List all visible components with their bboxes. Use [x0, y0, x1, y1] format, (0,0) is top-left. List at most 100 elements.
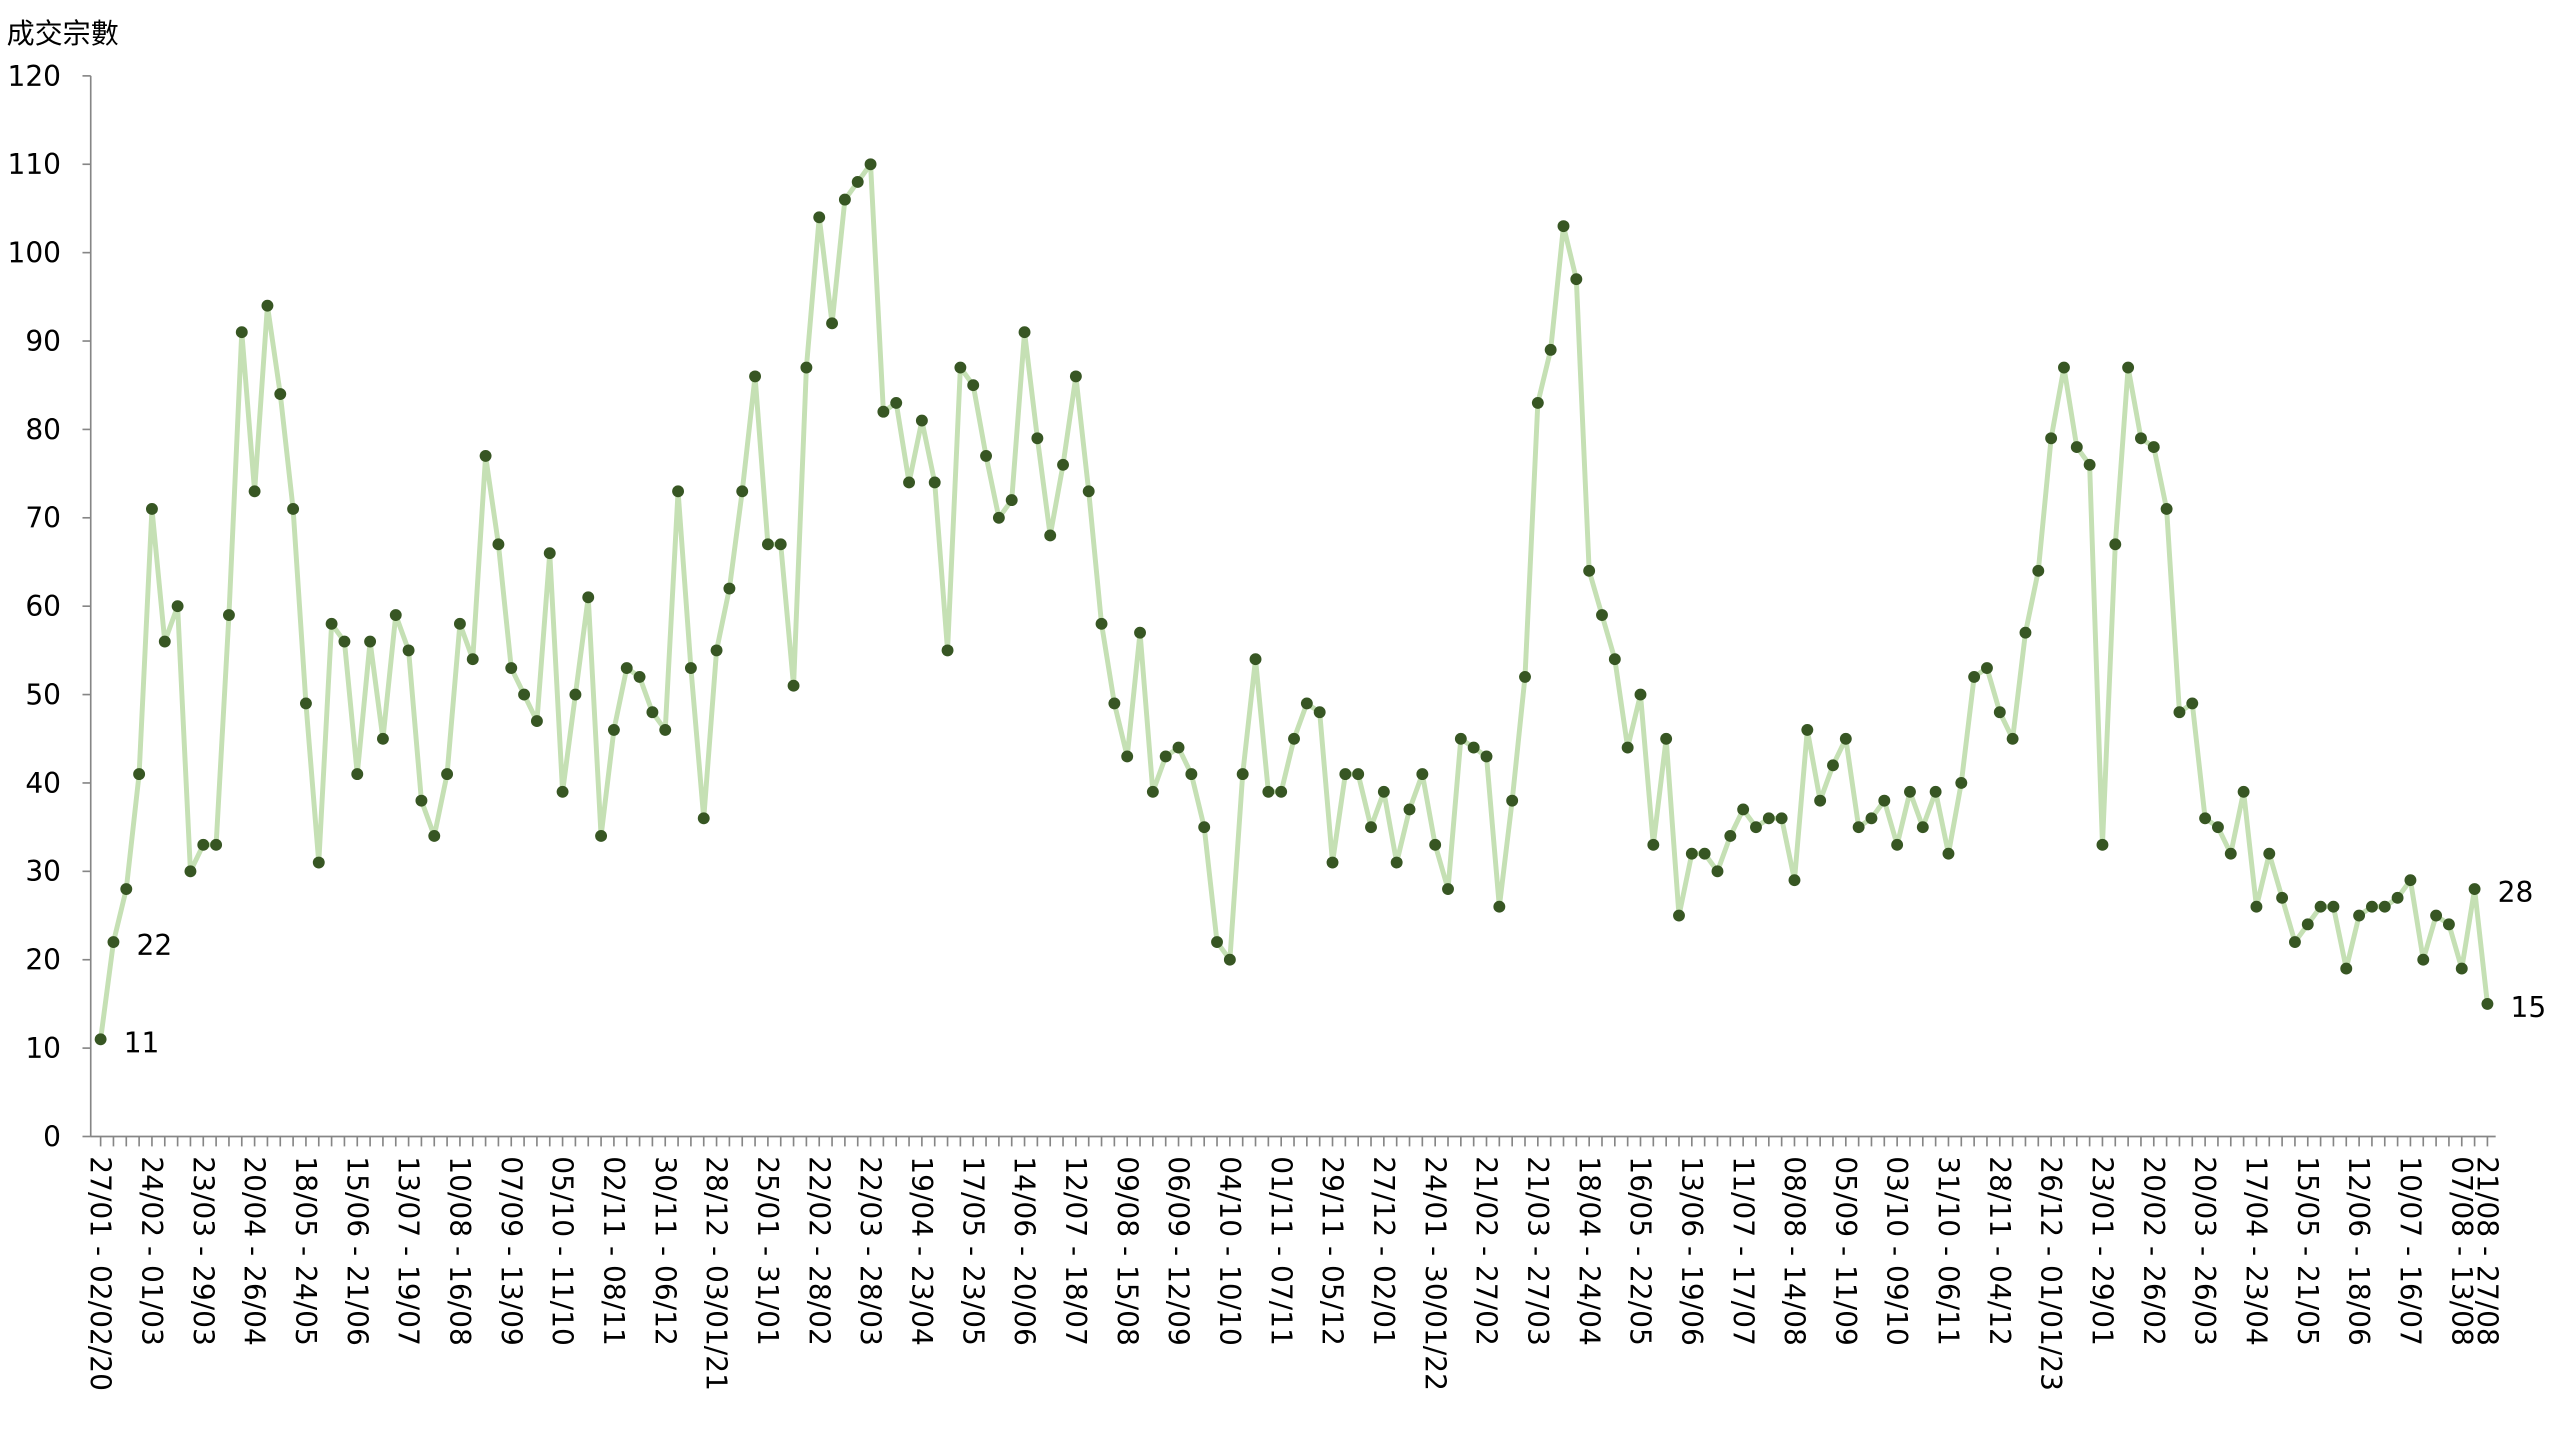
data-point: [543, 547, 556, 560]
data-point: [1904, 785, 1916, 798]
x-tick-label: 28/12 - 03/01/21: [700, 1156, 733, 1391]
data-point: [851, 176, 864, 188]
x-tick-label: 07/09 - 13/09: [494, 1156, 527, 1346]
data-point: [364, 635, 377, 648]
data-point: [1300, 697, 1313, 710]
data-point: [2430, 909, 2443, 922]
data-point: [1827, 759, 1839, 772]
x-tick-label: 04/10 - 10/10: [1213, 1156, 1246, 1346]
data-point: [1262, 785, 1275, 798]
y-tick-label: 120: [8, 60, 62, 93]
data-point: [2263, 847, 2276, 860]
x-tick-label: 18/05 - 24/05: [289, 1156, 322, 1346]
data-point: [1583, 564, 1596, 577]
data-point: [826, 317, 838, 330]
data-point: [287, 503, 300, 515]
y-tick-label: 70: [25, 502, 61, 535]
data-point: [2301, 918, 2314, 931]
data-point: [980, 449, 992, 462]
data-point: [2135, 432, 2147, 445]
data-point: [1647, 838, 1660, 851]
data-point: [1031, 432, 1044, 445]
data-point: [338, 635, 351, 648]
data-point: [2173, 706, 2186, 719]
y-tick-label: 20: [25, 944, 61, 977]
x-tick-label: 27/01 - 02/02/20: [84, 1156, 117, 1391]
data-point: [967, 379, 980, 392]
data-point: [582, 591, 595, 604]
data-point: [1762, 812, 1775, 825]
data-point: [1801, 723, 1814, 736]
data-point: [1519, 670, 1531, 683]
x-tick-label: 28/11 - 04/12: [1983, 1156, 2016, 1346]
data-point: [1660, 732, 1673, 745]
x-tick-label: 07/08 - 13/08: [2445, 1156, 2478, 1346]
x-tick-label: 17/04 - 23/04: [2240, 1156, 2273, 1346]
data-point: [1198, 821, 1211, 834]
x-tick-label: 13/06 - 19/06: [1675, 1156, 1708, 1346]
data-point: [1416, 768, 1429, 781]
data-point: [1737, 803, 1750, 816]
data-point: [1121, 750, 1134, 763]
data-point: [2032, 564, 2045, 577]
data-point: [1480, 750, 1493, 763]
x-tick-label: 23/01 - 29/01: [2086, 1156, 2119, 1346]
data-point: [890, 396, 903, 409]
data-point: [1069, 370, 1082, 383]
data-point: [2289, 936, 2301, 948]
data-point: [1993, 706, 2006, 719]
data-point: [607, 723, 620, 736]
x-tick-label: 24/02 - 01/03: [135, 1156, 168, 1346]
data-point: [1916, 821, 1929, 834]
x-tick-label: 15/06 - 21/06: [340, 1156, 373, 1346]
data-point: [672, 485, 685, 498]
data-point: [1814, 794, 1827, 807]
data-point: [1185, 768, 1198, 781]
data-point: [2353, 909, 2366, 922]
x-tick-label: 12/06 - 18/06: [2342, 1156, 2375, 1346]
data-point: [1352, 768, 1365, 781]
x-tick-label: 02/11 - 08/11: [597, 1156, 630, 1346]
x-tick-label: 21/03 - 27/03: [1521, 1156, 1554, 1346]
data-point: [697, 812, 710, 825]
data-point: [299, 697, 312, 710]
data-point: [1968, 670, 1981, 683]
data-point: [325, 617, 338, 630]
data-point: [2212, 821, 2224, 834]
x-tick-label: 25/01 - 31/01: [751, 1156, 784, 1346]
data-point: [1788, 874, 1801, 887]
data-point: [1685, 847, 1698, 860]
data-point: [1750, 821, 1762, 834]
y-tick-label: 10: [25, 1032, 61, 1065]
data-point: [1095, 617, 1108, 630]
x-tick-label: 19/04 - 23/04: [905, 1156, 938, 1346]
data-point: [1365, 821, 1377, 834]
data-point: [595, 830, 608, 842]
data-point: [646, 706, 659, 719]
y-tick-label: 110: [8, 148, 62, 181]
data-point: [210, 838, 223, 851]
data-point: [1390, 856, 1403, 869]
data-point: [954, 361, 967, 374]
y-axis-title: 成交宗數: [7, 17, 119, 50]
data-point: [787, 679, 800, 692]
data-point: [312, 856, 325, 869]
data-point: [1429, 838, 1442, 851]
data-point: [1159, 750, 1172, 763]
data-label: 15: [2511, 991, 2547, 1024]
data-point: [1557, 220, 1570, 233]
data-point: [351, 768, 364, 781]
x-tick-label: 15/05 - 21/05: [2291, 1156, 2324, 1346]
data-point: [1172, 741, 1185, 754]
data-point: [453, 617, 466, 630]
x-tick-label: 11/07 - 17/07: [1726, 1156, 1759, 1346]
data-point: [684, 662, 697, 674]
data-point: [2442, 918, 2455, 931]
y-tick-label: 90: [25, 325, 61, 358]
data-point: [992, 511, 1005, 524]
data-point: [428, 830, 441, 842]
data-point: [1275, 785, 1288, 798]
data-point: [1403, 803, 1416, 816]
x-tick-label: 08/08 - 14/08: [1778, 1156, 1811, 1346]
data-point: [1775, 812, 1788, 825]
